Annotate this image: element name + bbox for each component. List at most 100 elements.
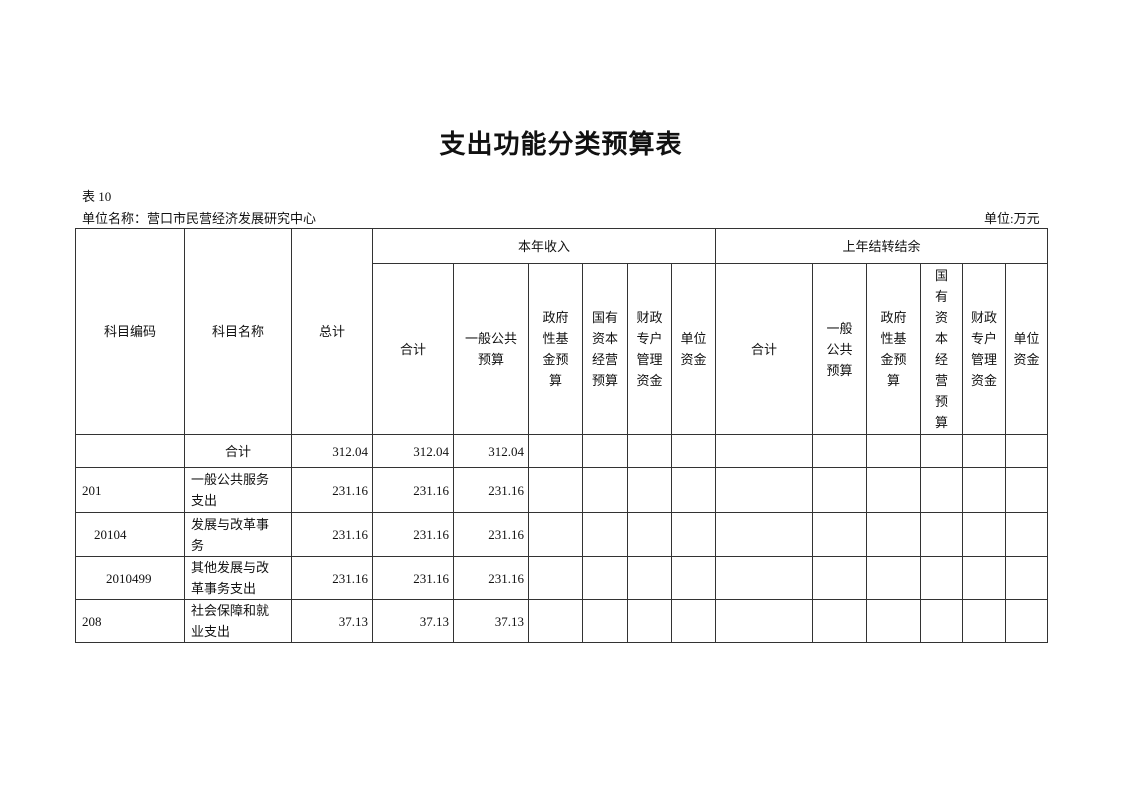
header-code: 科目编码 (75, 228, 185, 435)
cell-empty (528, 512, 583, 557)
cell-current-total: 312.04 (372, 434, 454, 468)
cell-empty (812, 512, 867, 557)
header-row-2: 合计 一般公共 预算 政府 性基 金预 算 国有 资本 经营 预算 财政 专户 … (76, 263, 1048, 435)
cell-empty (920, 556, 963, 600)
cell-empty (812, 556, 867, 600)
cell-empty (962, 599, 1006, 643)
cell-empty (582, 512, 628, 557)
header-current-col: 合计 (372, 263, 454, 435)
cell-name: 一般公共服务 支出 (184, 467, 292, 513)
cell-current-general: 312.04 (453, 434, 529, 468)
header-current-year: 本年收入 (372, 228, 716, 264)
cell-empty (582, 556, 628, 600)
cell-current-general: 37.13 (453, 599, 529, 643)
cell-empty (627, 512, 672, 557)
table-row: 20104 发展与改革事 务 231.16 231.16 231.16 (75, 512, 1048, 557)
cell-empty (715, 512, 813, 557)
cell-empty (866, 434, 921, 468)
cell-code: 2010499 (75, 556, 185, 600)
cell-empty (627, 556, 672, 600)
table-row: 2010499 其他发展与改 革事务支出 231.16 231.16 231.16 (75, 556, 1048, 600)
cell-empty (715, 599, 813, 643)
header-prior-col: 国 有 资 本 经 营 预 算 (920, 263, 963, 435)
table-row: 合计 312.04 312.04 312.04 (75, 434, 1048, 468)
header-prior-col: 合计 (715, 263, 813, 435)
cell-empty (528, 599, 583, 643)
cell-empty (627, 599, 672, 643)
header-row-1: 科目编码 科目名称 总计 本年收入 上年结转结余 (75, 228, 1048, 435)
header-name: 科目名称 (184, 228, 292, 435)
header-prior-col: 政府 性基 金预 算 (866, 263, 921, 435)
cell-name: 合计 (184, 434, 292, 468)
cell-empty (962, 467, 1006, 513)
table-number: 表 10 (82, 189, 112, 204)
cell-empty (866, 467, 921, 513)
cell-empty (528, 434, 583, 468)
cell-empty (671, 467, 716, 513)
cell-current-total: 231.16 (372, 467, 454, 513)
cell-empty (627, 434, 672, 468)
table-row: 201 一般公共服务 支出 231.16 231.16 231.16 (75, 467, 1048, 513)
table-row: 208 社会保障和就 业支出 37.13 37.13 37.13 (75, 599, 1048, 643)
cell-total: 231.16 (291, 556, 373, 600)
cell-total: 37.13 (291, 599, 373, 643)
cell-empty (671, 556, 716, 600)
cell-empty (812, 467, 867, 513)
cell-empty (812, 434, 867, 468)
cell-empty (812, 599, 867, 643)
header-current-col: 财政 专户 管理 资金 (627, 263, 672, 435)
cell-current-total: 231.16 (372, 556, 454, 600)
cell-empty (920, 512, 963, 557)
cell-empty (582, 467, 628, 513)
header-prior-col: 单位 资金 (1005, 263, 1048, 435)
cell-empty (671, 512, 716, 557)
cell-empty (627, 467, 672, 513)
cell-empty (866, 599, 921, 643)
cell-empty (866, 512, 921, 557)
header-current-col: 国有 资本 经营 预算 (582, 263, 628, 435)
cell-empty (715, 556, 813, 600)
cell-empty (866, 556, 921, 600)
header-current-col: 单位 资金 (671, 263, 716, 435)
cell-empty (1005, 512, 1048, 557)
cell-code: 20104 (75, 512, 185, 557)
cell-empty (920, 599, 963, 643)
cell-empty (1005, 434, 1048, 468)
cell-total: 231.16 (291, 467, 373, 513)
header-current-col: 一般公共 预算 (453, 263, 529, 435)
cell-total: 312.04 (291, 434, 373, 468)
cell-empty (920, 434, 963, 468)
cell-empty (962, 434, 1006, 468)
cell-empty (582, 434, 628, 468)
cell-name: 社会保障和就 业支出 (184, 599, 292, 643)
cell-current-general: 231.16 (453, 556, 529, 600)
page-title: 支出功能分类预算表 (439, 130, 683, 160)
cell-empty (715, 467, 813, 513)
cell-current-total: 37.13 (372, 599, 454, 643)
unit-label: 单位:万元 (984, 211, 1040, 226)
cell-empty (671, 434, 716, 468)
cell-current-total: 231.16 (372, 512, 454, 557)
cell-empty (962, 556, 1006, 600)
cell-code (75, 434, 185, 468)
cell-code: 208 (75, 599, 185, 643)
cell-empty (671, 599, 716, 643)
cell-name: 其他发展与改 革事务支出 (184, 556, 292, 600)
cell-name: 发展与改革事 务 (184, 512, 292, 557)
cell-current-general: 231.16 (453, 467, 529, 513)
cell-empty (1005, 599, 1048, 643)
cell-empty (962, 512, 1006, 557)
cell-total: 231.16 (291, 512, 373, 557)
cell-empty (528, 556, 583, 600)
header-prior-year: 上年结转结余 (715, 228, 1048, 264)
budget-table: 科目编码 科目名称 总计 本年收入 上年结转结余 合计 一般公共 预算 政府 性… (75, 228, 1048, 643)
header-current-col: 政府 性基 金预 算 (528, 263, 583, 435)
cell-current-general: 231.16 (453, 512, 529, 557)
cell-empty (582, 599, 628, 643)
cell-empty (1005, 467, 1048, 513)
header-prior-col: 财政 专户 管理 资金 (962, 263, 1006, 435)
cell-empty (715, 434, 813, 468)
header-total: 总计 (291, 228, 373, 435)
cell-code: 201 (75, 467, 185, 513)
